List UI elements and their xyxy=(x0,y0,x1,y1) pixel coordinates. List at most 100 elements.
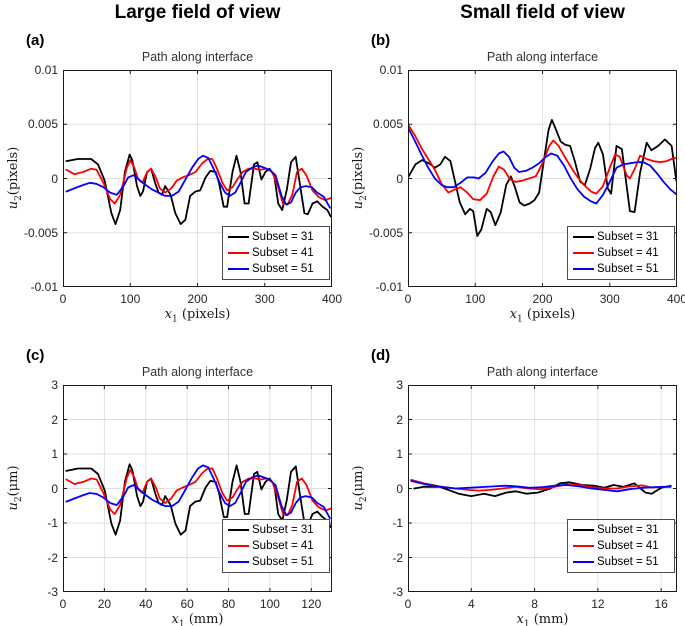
legend-entry: Subset = 41 xyxy=(568,538,674,554)
series-line-subset-31 xyxy=(408,119,677,237)
y-axis-label-sub: 2 xyxy=(358,195,369,201)
panel-b: (b) Path along interface -0.01 -0.005 0 0.0… xyxy=(345,28,685,340)
x-axis-ticks: 0 20 40 60 80 100 120 xyxy=(60,597,332,611)
x-tick-label: 0 xyxy=(404,597,412,611)
legend-line-swatch xyxy=(573,236,594,238)
y-tick-label: 2 xyxy=(51,412,58,427)
y-tick-label: 0.005 xyxy=(27,117,58,132)
legend: Subset = 31 Subset = 41 Subset = 51 xyxy=(567,519,675,573)
x-tick-label: 4 xyxy=(467,597,475,611)
x-tick-label: 0 xyxy=(59,597,67,611)
legend: Subset = 31 Subset = 41 Subset = 51 xyxy=(222,226,330,280)
y-tick-label: 3 xyxy=(396,378,403,392)
legend-label: Subset = 51 xyxy=(597,263,659,275)
plot-title: Path along interface xyxy=(141,50,254,64)
x-tick-label: 60 xyxy=(180,597,194,611)
legend-line-swatch xyxy=(228,545,249,547)
y-axis-ticks: -3 -2 -1 0 1 2 3 xyxy=(345,378,403,599)
panel-c: (c) Path along interface -3 -2 -1 0 1 2 3 u2(μ… xyxy=(0,343,340,626)
plot-border xyxy=(63,385,332,592)
legend-line-swatch xyxy=(573,561,594,563)
y-axis-label: u2(pixels) xyxy=(351,147,369,210)
y-axis-label-sub: 2 xyxy=(13,496,24,503)
x-tick-label: 400 xyxy=(666,292,685,306)
x-tick-label: 12 xyxy=(591,597,605,611)
y-tick-label: 0.005 xyxy=(372,117,403,132)
y-tick-label: 2 xyxy=(396,412,403,427)
legend-label: Subset = 51 xyxy=(252,556,314,568)
x-axis-label-var: x xyxy=(164,307,172,322)
plot-border xyxy=(408,70,677,287)
x-axis-label-sub: 1 xyxy=(178,619,185,626)
panel-d: (d) Path along interface -3 -2 -1 0 1 2 3 u2(μ… xyxy=(345,343,685,626)
y-tick-label: 0 xyxy=(51,171,58,186)
legend-label: Subset = 31 xyxy=(597,524,659,536)
y-tick-label: -3 xyxy=(392,585,403,599)
legend-entry: Subset = 51 xyxy=(568,554,674,570)
plot-border xyxy=(408,385,677,592)
x-axis-label: x1 (mm) xyxy=(63,612,332,626)
x-tick-label: 200 xyxy=(532,292,553,306)
x-axis-ticks: 0 100 200 300 400 xyxy=(405,292,685,306)
y-tick-label: 1 xyxy=(396,447,403,461)
series-line-subset-51 xyxy=(410,480,672,493)
x-tick-label: 120 xyxy=(301,597,322,611)
y-tick-label: 3 xyxy=(51,378,58,392)
legend-entry: Subset = 41 xyxy=(223,245,329,261)
x-axis-ticks: 0 100 200 300 400 xyxy=(60,292,342,306)
legend-label: Subset = 31 xyxy=(252,231,314,243)
plot-border xyxy=(63,70,332,287)
y-tick-label: -2 xyxy=(392,550,403,565)
y-axis-label-sub: 2 xyxy=(358,496,369,503)
legend-entry: Subset = 31 xyxy=(223,229,329,245)
legend-entry: Subset = 41 xyxy=(223,538,329,554)
y-axis-label-var: u xyxy=(351,200,367,210)
y-axis-label-unit: (pixels) xyxy=(6,146,22,196)
y-axis-label-unit: (μm) xyxy=(351,465,367,497)
series-line-subset-41 xyxy=(410,479,672,492)
x-tick-label: 40 xyxy=(139,597,153,611)
legend-entry: Subset = 51 xyxy=(568,261,674,277)
y-tick-label: -2 xyxy=(47,550,58,565)
legend-label: Subset = 51 xyxy=(597,556,659,568)
panel-a: (a) Path along interface -0.01 -0.005 0 0.0… xyxy=(0,28,342,340)
panel-label-c: (c) xyxy=(26,347,45,364)
x-tick-label: 80 xyxy=(221,597,236,611)
x-axis-label-unit: (mm) xyxy=(184,612,224,626)
y-axis-ticks: -0.01 -0.005 0 0.005 0.01 xyxy=(0,63,58,294)
legend-line-swatch xyxy=(228,268,249,270)
x-axis-label-var: x xyxy=(509,307,517,322)
legend-line-swatch xyxy=(228,252,249,254)
series-line-subset-51 xyxy=(408,126,677,205)
plot-title: Path along interface xyxy=(486,50,599,64)
legend-label: Subset = 41 xyxy=(252,247,314,259)
x-tick-label: 0 xyxy=(404,292,412,306)
legend-entry: Subset = 31 xyxy=(568,522,674,538)
series-line-subset-41 xyxy=(408,123,677,202)
y-axis-ticks: -3 -2 -1 0 1 2 3 xyxy=(0,378,58,599)
x-axis-label-var: x xyxy=(171,612,179,626)
x-tick-label: 400 xyxy=(321,292,343,306)
x-axis-label-unit: (pixels) xyxy=(522,307,576,322)
y-tick-label: 0 xyxy=(396,481,403,496)
legend-line-swatch xyxy=(573,268,594,270)
x-axis-ticks: 0 4 8 12 16 xyxy=(405,597,677,611)
x-axis-label: x1 (mm) xyxy=(408,612,677,626)
y-axis-label-var: u xyxy=(351,502,367,511)
legend-label: Subset = 41 xyxy=(597,540,659,552)
legend-entry: Subset = 41 xyxy=(568,245,674,261)
panel-label-a: (a) xyxy=(26,32,45,49)
panel-label-b: (b) xyxy=(371,32,391,49)
x-tick-label: 100 xyxy=(120,292,141,306)
y-axis-label: u2(μm) xyxy=(6,465,24,510)
legend-entry: Subset = 31 xyxy=(223,522,329,538)
y-axis-label: u2(μm) xyxy=(351,465,369,510)
x-tick-label: 300 xyxy=(254,292,275,306)
y-tick-label: -0.01 xyxy=(375,280,403,294)
y-axis-label-unit: (μm) xyxy=(6,465,22,497)
legend-label: Subset = 41 xyxy=(252,540,314,552)
legend-line-swatch xyxy=(573,545,594,547)
series-line-subset-31 xyxy=(65,463,332,536)
y-axis-ticks: -0.01 -0.005 0 0.005 0.01 xyxy=(345,63,403,294)
y-tick-label: -1 xyxy=(47,516,58,530)
